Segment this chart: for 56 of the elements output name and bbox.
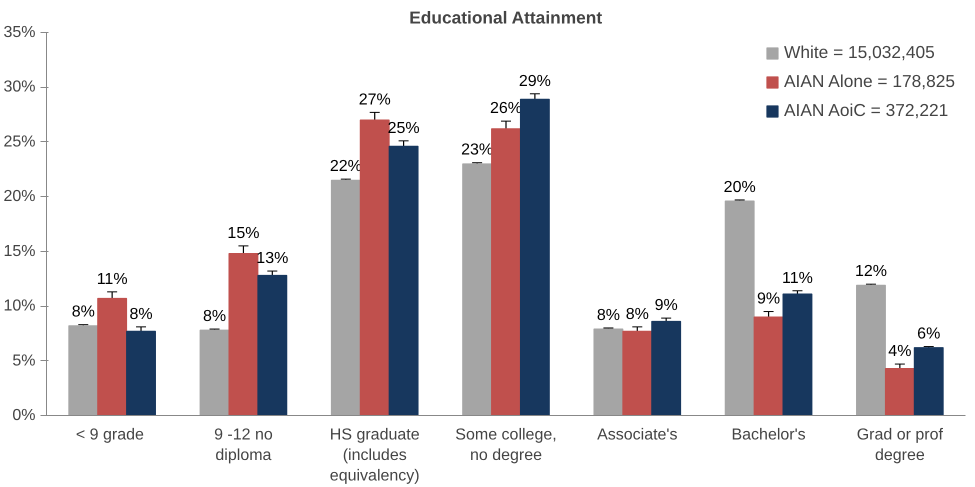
data-label: 29%	[518, 72, 551, 90]
data-label: 4%	[888, 343, 912, 360]
x-tick-label: < 9 grade	[76, 426, 144, 444]
bar	[724, 200, 755, 416]
data-label: 8%	[596, 306, 620, 324]
bar	[200, 330, 230, 416]
data-label: 9%	[654, 297, 678, 314]
data-label: 8%	[202, 308, 226, 326]
bar	[782, 294, 812, 416]
bar	[126, 330, 156, 416]
x-tick-label: Bachelor's	[731, 426, 806, 444]
y-tick-label: 15%	[3, 242, 36, 260]
data-label: 8%	[626, 306, 649, 323]
y-tick-label: 5%	[12, 352, 36, 370]
bar	[754, 316, 784, 416]
x-tick-label: HS graduate (includes equivalency)	[330, 426, 420, 484]
data-label: 27%	[358, 91, 391, 108]
bar	[228, 253, 258, 416]
y-tick-label: 25%	[3, 133, 36, 150]
bar	[491, 128, 521, 416]
bar	[622, 330, 652, 416]
data-label: 6%	[917, 326, 940, 343]
bar	[593, 328, 624, 416]
legend-label: White = 15,032,405	[784, 42, 935, 63]
x-tick-label: 9 -12 no diploma	[214, 426, 273, 464]
bar	[68, 325, 98, 416]
y-tick-label: 0%	[12, 407, 36, 424]
data-label: 12%	[854, 263, 887, 280]
data-label: 8%	[129, 306, 153, 323]
x-tick-label: Some college, no degree	[455, 426, 557, 464]
bar	[651, 320, 682, 416]
y-tick-label: 30%	[3, 78, 36, 96]
chart-title: Educational Attainment	[409, 8, 602, 28]
legend-label: AIAN AoiC = 372,221	[784, 100, 948, 121]
y-tick-label: 20%	[3, 188, 36, 206]
data-label: 20%	[724, 178, 756, 196]
data-label: 8%	[72, 304, 95, 321]
data-label: 11%	[782, 270, 813, 287]
bar	[914, 347, 944, 416]
y-tick-label: 35%	[3, 24, 36, 41]
bar	[257, 274, 288, 416]
legend-label: AIAN Alone = 178,825	[784, 71, 955, 92]
x-tick-label: Associate's	[597, 426, 678, 444]
x-tick-label: Grad or prof degree	[856, 426, 944, 464]
bar	[360, 120, 390, 416]
data-label: 15%	[227, 224, 260, 242]
bar	[884, 368, 915, 416]
bar	[856, 284, 886, 416]
y-tick-label: 10%	[3, 298, 36, 315]
data-label: 9%	[757, 290, 780, 308]
data-label: 11%	[96, 270, 128, 288]
bar	[462, 163, 492, 416]
bar	[97, 298, 128, 416]
bar	[520, 98, 550, 416]
bar	[330, 180, 361, 416]
bar	[388, 146, 419, 416]
